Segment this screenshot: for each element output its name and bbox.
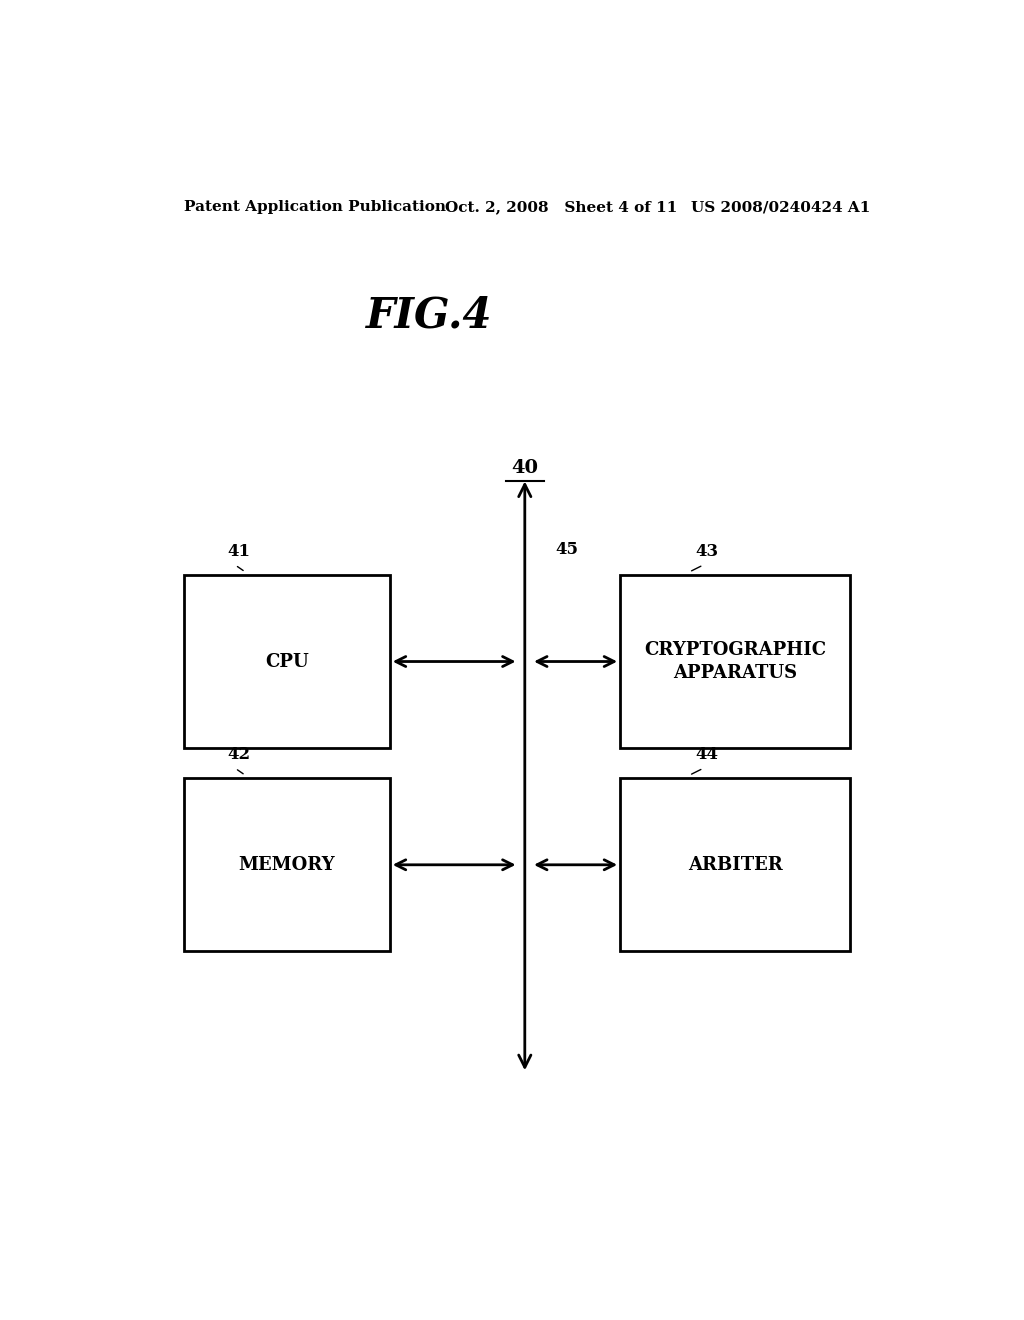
Text: Patent Application Publication: Patent Application Publication xyxy=(183,201,445,214)
Bar xyxy=(620,576,850,748)
Text: CPU: CPU xyxy=(265,652,308,671)
Text: CRYPTOGRAPHIC
APPARATUS: CRYPTOGRAPHIC APPARATUS xyxy=(644,640,826,682)
Text: MEMORY: MEMORY xyxy=(239,855,335,874)
Text: FIG.4: FIG.4 xyxy=(367,294,493,337)
Bar xyxy=(183,779,390,952)
Text: Oct. 2, 2008   Sheet 4 of 11: Oct. 2, 2008 Sheet 4 of 11 xyxy=(445,201,678,214)
Text: ARBITER: ARBITER xyxy=(688,855,782,874)
Text: 43: 43 xyxy=(695,543,719,560)
Bar xyxy=(620,779,850,952)
Text: 44: 44 xyxy=(696,746,719,763)
Text: 42: 42 xyxy=(227,746,251,763)
Text: 41: 41 xyxy=(227,543,251,560)
Text: US 2008/0240424 A1: US 2008/0240424 A1 xyxy=(691,201,870,214)
Text: 40: 40 xyxy=(511,459,539,478)
Bar xyxy=(183,576,390,748)
Text: 45: 45 xyxy=(555,541,578,558)
